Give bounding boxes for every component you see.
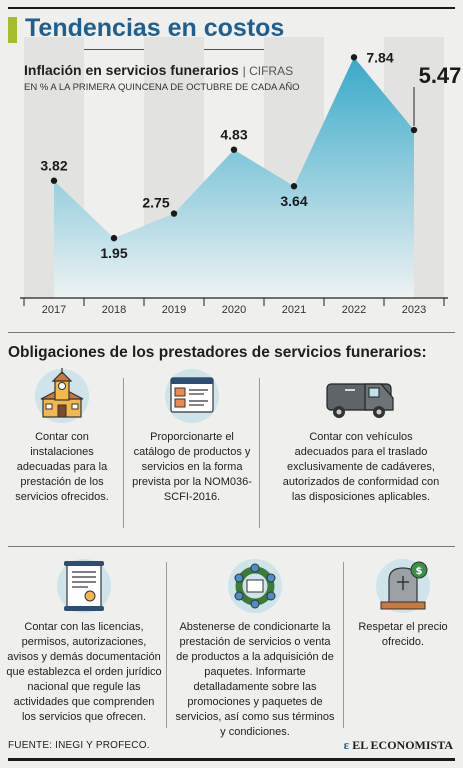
logo-text: EL ECONOMISTA <box>352 738 453 752</box>
source-note: FUENTE: INEGI Y PROFECO. <box>8 740 150 751</box>
chart-title-suffix: | CIFRAS <box>242 64 294 78</box>
section-title: Obligaciones de los prestadores de servi… <box>8 344 427 361</box>
top-rule <box>8 7 455 9</box>
data-label: 1.95 <box>100 245 127 261</box>
title-accent-bar <box>8 17 17 43</box>
bottom-rule <box>8 758 455 761</box>
chart-title: Inflación en servicios funerarios | CIFR… <box>24 62 293 78</box>
data-label: 5.47 <box>419 63 462 88</box>
row-divider <box>8 546 455 547</box>
data-point <box>230 146 238 153</box>
obligation-item: Contar con instalaciones adecuadas para … <box>6 368 118 505</box>
catalog-icon <box>165 369 219 423</box>
publisher-logo: ε EL ECONOMISTA <box>344 737 453 753</box>
obligation-item: Contar con las licencias, permisos, auto… <box>6 558 162 725</box>
column-divider <box>259 378 260 528</box>
data-label: 4.83 <box>220 127 247 143</box>
obligation-text: Contar con vehículos adecuados para el t… <box>282 431 440 503</box>
data-label: 7.84 <box>366 49 393 65</box>
x-tick-label: 2021 <box>282 304 306 316</box>
x-tick-label: 2020 <box>222 304 246 316</box>
data-point <box>350 54 358 61</box>
certificate-icon <box>57 559 111 613</box>
data-label: 2.75 <box>142 195 169 211</box>
data-point <box>170 210 178 217</box>
column-divider <box>123 378 124 528</box>
inflation-chart: 2017 2018 2019 2020 2021 2022 2023 3.82 1.95 2.75… <box>20 37 462 316</box>
logo-glyph: ε <box>343 737 350 752</box>
column-divider <box>166 562 167 728</box>
data-point <box>290 183 298 190</box>
x-tick-label: 2023 <box>402 304 426 316</box>
obligation-text: Respetar el precio ofrecido. <box>358 621 448 648</box>
funeral-home-icon <box>35 368 89 423</box>
obligation-item: Contar con vehículos adecuados para el t… <box>266 368 456 505</box>
chart-subtitle: EN % A LA PRIMERA QUINCENA DE OCTUBRE DE… <box>24 82 300 93</box>
data-point <box>410 126 418 134</box>
x-tick-label: 2017 <box>42 304 66 316</box>
obligation-text: Contar con las licencias, permisos, auto… <box>6 621 162 723</box>
obligation-item: Abstenerse de condicionarte la prestació… <box>172 558 338 740</box>
data-point <box>110 234 118 242</box>
svg-text:$: $ <box>416 566 423 577</box>
obligation-text: Proporcionarte el catálogo de productos … <box>132 431 252 503</box>
column-divider <box>343 562 344 728</box>
section-divider <box>8 332 455 333</box>
data-label: 3.64 <box>280 193 307 209</box>
data-point <box>50 177 58 184</box>
data-label: 3.82 <box>40 158 67 174</box>
x-tick-label: 2018 <box>102 304 126 316</box>
chart-title-text: Inflación en servicios funerarios <box>24 62 239 78</box>
x-tick-label: 2019 <box>162 304 186 316</box>
series-area <box>54 57 414 298</box>
hearse-icon <box>326 383 394 418</box>
obligation-item: Proporcionarte el catálogo de productos … <box>130 368 254 505</box>
obligation-text: Abstenerse de condicionarte la prestació… <box>175 621 335 738</box>
tombstone-price-icon: $ <box>376 559 430 613</box>
obligation-text: Contar con instalaciones adecuadas para … <box>15 431 109 503</box>
x-tick-label: 2022 <box>342 304 366 316</box>
obligation-item: $ Respetar el precio ofrecido. <box>348 558 458 650</box>
wreath-icon <box>228 559 282 613</box>
